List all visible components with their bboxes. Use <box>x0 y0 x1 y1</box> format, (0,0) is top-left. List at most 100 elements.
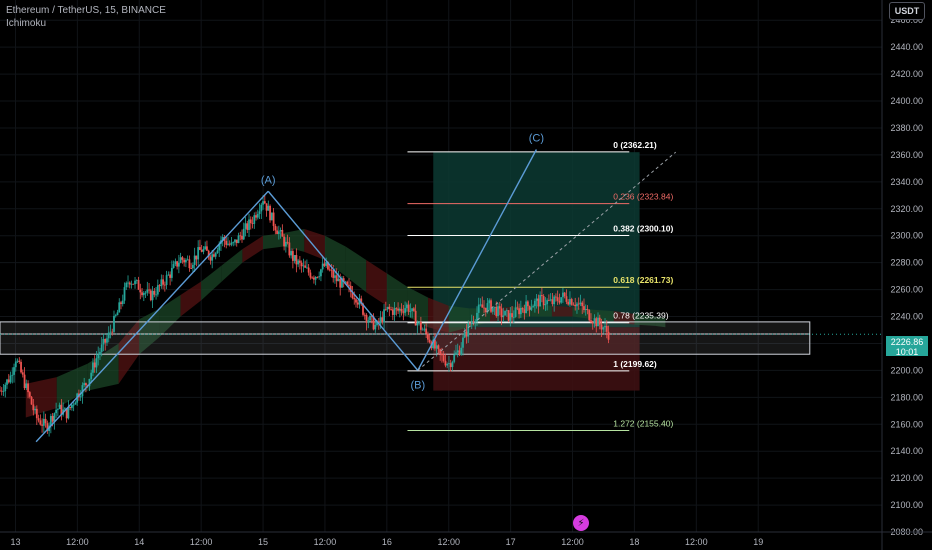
candle-body <box>491 307 494 312</box>
candle-body <box>42 418 45 426</box>
candle-body <box>441 353 443 356</box>
candle-body <box>569 299 571 305</box>
candle-body <box>95 358 98 368</box>
candle-body <box>63 408 66 410</box>
candle-body <box>281 229 284 237</box>
candle-body <box>376 321 378 326</box>
candle-body <box>304 265 307 268</box>
candle-body <box>497 306 499 317</box>
candle-body <box>28 392 31 397</box>
indicator-label[interactable]: Ichimoku <box>6 18 47 29</box>
wave-line <box>35 190 269 443</box>
candle-body <box>109 331 112 333</box>
candle-body <box>58 404 61 410</box>
fib-level-label: 1 (2199.62) <box>613 359 657 369</box>
candle-body <box>27 383 29 393</box>
candle-body <box>65 408 68 419</box>
time-axis[interactable]: 13 12:00 14 12:00 15 12:00 16 12:00 17 12:00 18 12:… <box>0 531 932 547</box>
candle-body <box>190 268 193 269</box>
candle-body <box>227 243 229 245</box>
candle-body <box>165 275 168 285</box>
candle-body <box>139 289 142 293</box>
candle-body <box>279 229 282 232</box>
candle-body <box>584 309 587 310</box>
candle-body <box>214 253 217 257</box>
candle-body <box>383 309 385 323</box>
candle-body <box>39 420 42 425</box>
cloud-segment <box>531 304 552 317</box>
candle-body <box>256 213 259 218</box>
loss-zone <box>433 327 640 391</box>
candle-body <box>177 262 180 267</box>
candle-body <box>232 242 235 244</box>
candle-body <box>199 247 201 250</box>
candle-body <box>437 345 440 350</box>
cloud-segment <box>386 273 408 317</box>
candle-body <box>572 304 575 306</box>
candle-body <box>495 306 498 317</box>
candle-body <box>97 354 100 359</box>
candle-body <box>249 219 252 224</box>
candle-body <box>486 303 489 312</box>
candle-body <box>71 404 73 408</box>
candle-body <box>365 314 368 323</box>
tradingview-logo-icon[interactable]: ⚡ <box>573 515 589 531</box>
cloud-segment <box>490 307 511 322</box>
candle-body <box>374 325 377 330</box>
candle-body <box>597 317 599 327</box>
cloud-segment <box>56 363 88 409</box>
candle-body <box>563 292 566 297</box>
price-tick-label: 2360.00 <box>890 150 923 160</box>
wave-projection-line <box>417 151 677 371</box>
price-tick-label: 2240.00 <box>890 312 923 322</box>
candle-body <box>412 308 415 311</box>
candle-body <box>351 291 354 299</box>
candle-body <box>69 407 72 408</box>
candle-body <box>90 372 93 379</box>
candle-body <box>446 364 449 366</box>
candle-body <box>272 212 275 226</box>
candle-body <box>570 299 573 305</box>
candle-body <box>553 296 556 305</box>
candle-body <box>481 304 484 308</box>
time-tick-label: 14 <box>134 537 144 547</box>
candle-body <box>512 316 515 318</box>
candle-body <box>237 235 240 244</box>
candle-body <box>414 310 417 326</box>
candle-body <box>107 332 110 339</box>
candle-body <box>284 241 287 247</box>
candle-body <box>298 260 301 263</box>
candle-body <box>288 242 291 256</box>
candle-body <box>111 331 114 333</box>
candle-body <box>14 361 17 368</box>
candle-body <box>330 269 333 271</box>
currency-button[interactable]: USDT <box>889 2 925 20</box>
candle-body <box>0 390 1 392</box>
candle-body <box>246 223 249 230</box>
candle-body <box>311 277 314 279</box>
candle-body <box>455 352 457 355</box>
price-tick-label: 2180.00 <box>890 392 923 402</box>
candle-body <box>67 407 70 419</box>
time-tick-label: 19 <box>753 537 763 547</box>
current-price-tag: 2226.86 10:01 <box>886 336 928 357</box>
candle-body <box>307 267 310 273</box>
cloud-segment <box>634 313 656 326</box>
wave-label: (C) <box>529 132 544 144</box>
candle-body <box>463 331 466 338</box>
candle-body <box>92 362 94 373</box>
time-tick-label: 12:00 <box>685 537 708 547</box>
candle-body <box>339 278 342 288</box>
price-tick-label: 2320.00 <box>890 204 923 214</box>
candle-body <box>242 228 245 240</box>
candle-body <box>348 284 350 286</box>
candle-body <box>434 339 436 349</box>
candle-body <box>432 339 435 349</box>
candle-body <box>607 331 610 340</box>
time-tick-label: 16 <box>382 537 392 547</box>
candle-body <box>174 261 177 265</box>
candle-body <box>544 304 547 306</box>
candle-body <box>462 337 464 348</box>
candle-body <box>458 350 461 355</box>
